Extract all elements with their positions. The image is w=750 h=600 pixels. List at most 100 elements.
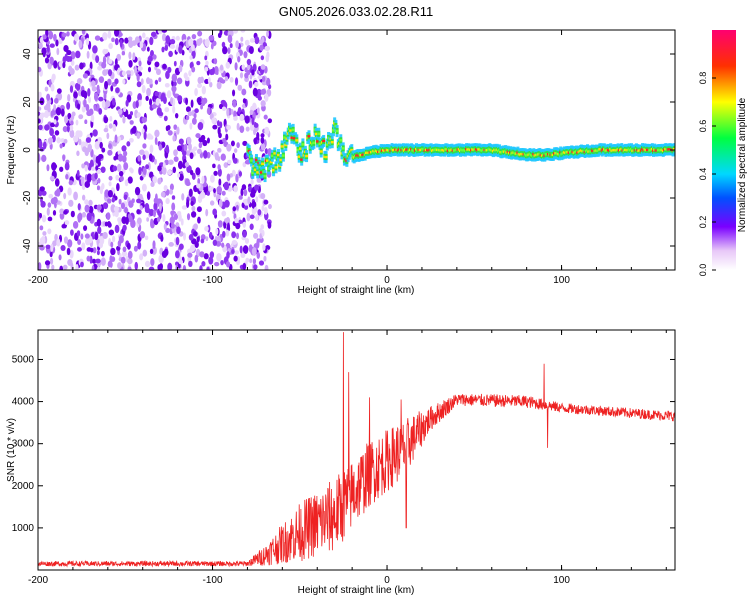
noise-speckle: [136, 209, 141, 215]
noise-speckle: [79, 62, 84, 70]
noise-speckle: [176, 226, 181, 235]
noise-speckle: [154, 91, 160, 97]
noise-speckle: [233, 116, 238, 121]
noise-speckle: [120, 202, 126, 210]
noise-speckle: [38, 124, 43, 131]
noise-speckle: [191, 44, 195, 52]
noise-speckle: [117, 153, 124, 162]
noise-speckle: [227, 34, 233, 43]
noise-speckle: [74, 83, 79, 90]
noise-speckle: [188, 38, 194, 47]
noise-speckle: [50, 122, 56, 128]
noise-speckle: [81, 163, 85, 169]
noise-speckle: [86, 50, 90, 59]
noise-speckle: [138, 166, 142, 176]
noise-speckle: [185, 181, 191, 187]
noise-speckle: [88, 199, 93, 207]
noise-speckle: [55, 188, 61, 197]
noise-speckle: [161, 166, 165, 173]
noise-speckle: [181, 193, 185, 201]
noise-speckle: [122, 116, 126, 124]
noise-speckle: [124, 179, 129, 187]
noise-speckle: [176, 77, 183, 85]
noise-speckle: [84, 199, 89, 205]
noise-speckle: [85, 37, 90, 46]
noise-speckle: [154, 137, 158, 146]
noise-speckle: [206, 137, 210, 144]
noise-speckle: [137, 154, 142, 162]
noise-speckle: [190, 211, 197, 218]
noise-speckle: [172, 166, 177, 174]
noise-speckle: [49, 56, 54, 65]
noise-speckle: [133, 245, 138, 252]
noise-speckle: [42, 141, 47, 150]
noise-speckle: [96, 84, 100, 92]
noise-speckle: [69, 85, 74, 93]
noise-speckle: [48, 193, 54, 199]
y-tick-label: 0: [22, 147, 33, 153]
noise-speckle: [85, 103, 90, 112]
noise-speckle: [76, 230, 81, 237]
noise-speckle: [229, 76, 234, 83]
noise-speckle: [227, 47, 231, 55]
noise-speckle: [193, 223, 198, 230]
noise-speckle: [161, 33, 167, 42]
signal-band-core: [261, 162, 265, 165]
y-tick-label: 3000: [12, 439, 35, 450]
noise-speckle: [184, 161, 190, 168]
noise-speckle: [68, 199, 74, 207]
noise-speckle: [168, 159, 174, 165]
noise-speckle: [246, 64, 251, 70]
noise-speckle: [196, 38, 202, 47]
noise-speckle: [257, 74, 263, 80]
noise-speckle: [90, 114, 95, 123]
noise-speckle: [178, 138, 184, 145]
noise-speckle: [260, 64, 266, 70]
noise-speckle: [231, 231, 237, 239]
noise-speckle: [68, 180, 74, 186]
noise-speckle: [200, 234, 206, 241]
noise-speckle: [91, 86, 97, 92]
noise-speckle: [233, 185, 239, 193]
noise-speckle: [182, 264, 187, 270]
noise-speckle: [196, 183, 201, 189]
noise-speckle: [98, 76, 105, 84]
noise-speckle: [101, 99, 106, 109]
noise-speckle: [171, 202, 176, 211]
noise-speckle: [214, 261, 220, 267]
noise-speckle: [137, 241, 142, 250]
noise-speckle: [246, 58, 252, 66]
chart-title: GN05.2026.033.02.28.R11: [279, 4, 433, 19]
noise-speckle: [95, 165, 99, 171]
noise-speckle: [175, 236, 180, 246]
noise-speckle: [236, 142, 240, 149]
noise-speckle: [193, 113, 197, 119]
x-tick-label: -200: [28, 275, 48, 286]
noise-speckle: [103, 92, 107, 100]
noise-speckle: [121, 250, 128, 257]
noise-speckle: [213, 65, 219, 75]
noise-speckle: [255, 214, 259, 221]
noise-speckle: [142, 32, 146, 39]
noise-speckle: [226, 108, 230, 117]
noise-speckle: [220, 79, 226, 84]
noise-speckle: [121, 145, 127, 152]
noise-speckle: [50, 83, 55, 92]
signal-band-core: [330, 140, 334, 144]
noise-speckle: [215, 228, 219, 235]
noise-speckle: [212, 66, 215, 75]
noise-speckle: [38, 106, 42, 112]
noise-speckle: [67, 259, 73, 266]
noise-speckle: [86, 110, 92, 117]
noise-speckle: [82, 146, 87, 153]
noise-speckle: [51, 264, 55, 270]
noise-speckle: [108, 43, 113, 50]
noise-speckle: [247, 196, 251, 205]
noise-speckle: [180, 218, 184, 226]
noise-speckle: [113, 155, 117, 161]
noise-speckle: [150, 218, 154, 226]
noise-speckle: [228, 186, 232, 192]
noise-speckle: [123, 162, 129, 171]
noise-speckle: [73, 191, 78, 201]
noise-speckle: [81, 211, 87, 218]
